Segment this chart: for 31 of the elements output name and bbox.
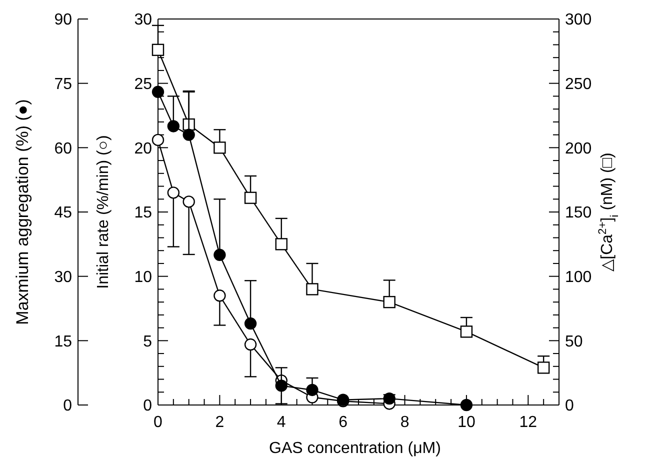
y-tick-label: 25 bbox=[134, 76, 152, 93]
y-tick-label: 30 bbox=[134, 12, 152, 29]
x-tick-label: 2 bbox=[215, 414, 224, 431]
y3-tick-label: 0 bbox=[565, 398, 574, 415]
y-tick-label: 0 bbox=[143, 398, 152, 415]
y2-tick-label: 45 bbox=[54, 204, 72, 222]
x-tick-label: 6 bbox=[338, 414, 348, 431]
y2-tick-label: 90 bbox=[54, 12, 72, 29]
y-tick-label: 20 bbox=[134, 140, 152, 158]
y3-tick-label: 150 bbox=[565, 204, 592, 222]
x-tick-label: 4 bbox=[276, 414, 286, 431]
y2-tick-label: 15 bbox=[54, 333, 72, 350]
y3-tick-label: 100 bbox=[565, 268, 592, 286]
x-tick-label: 12 bbox=[519, 414, 538, 431]
y2-tick-label: 0 bbox=[63, 398, 72, 415]
y3-tick-label: 200 bbox=[565, 140, 592, 158]
y-tick-label: 10 bbox=[134, 268, 152, 286]
y2-tick-label: 30 bbox=[54, 268, 72, 286]
y2-axis-title: Maxmium aggregation (%) (●) bbox=[13, 99, 32, 325]
x-tick-label: 0 bbox=[154, 414, 163, 431]
x-tick-label: 10 bbox=[458, 414, 476, 431]
y-axis-title: Initial rate (%/min) (○) bbox=[95, 135, 112, 289]
y-tick-label: 15 bbox=[134, 204, 152, 222]
y-tick-label: 5 bbox=[143, 333, 152, 350]
y2-tick-label: 60 bbox=[54, 140, 72, 158]
y3-tick-label: 250 bbox=[565, 76, 592, 93]
y3-tick-label: 300 bbox=[565, 12, 592, 29]
y2-tick-label: 75 bbox=[54, 76, 72, 93]
y3-tick-label: 50 bbox=[565, 333, 583, 350]
x-axis-title: GAS concentration (μM) bbox=[269, 440, 441, 457]
x-tick-label: 8 bbox=[400, 414, 410, 431]
